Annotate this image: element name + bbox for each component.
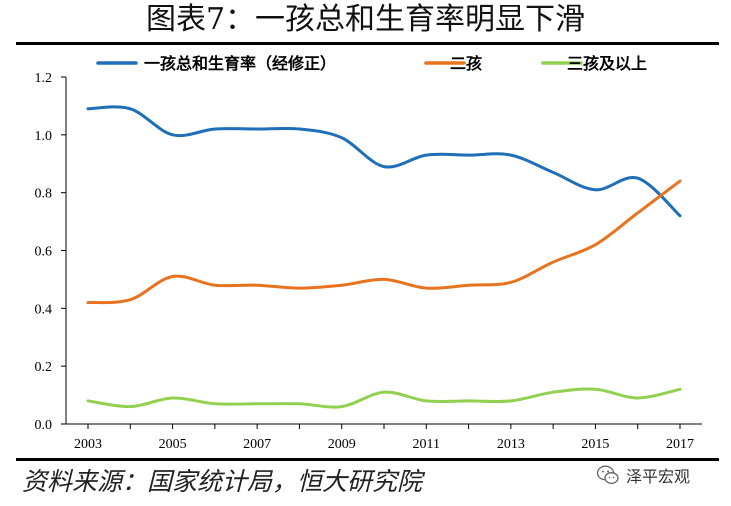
x-tick-label: 2011 [413, 437, 440, 452]
y-tick-label: 0.8 [35, 187, 53, 202]
y-tick-label: 1.2 [35, 71, 53, 86]
brand-badge: 泽平宏观 [596, 462, 690, 488]
legend-label: 二孩 [450, 54, 482, 73]
chart-title: 图表7：一孩总和生育率明显下滑 [145, 2, 586, 37]
title-divider [16, 42, 719, 45]
legend: 一孩总和生育率（经修正） 二孩 三孩及以上 [96, 54, 647, 73]
series-line-third-plus [86, 387, 682, 409]
x-tick-label: 2015 [581, 437, 609, 452]
legend-label: 三孩及以上 [567, 54, 647, 73]
x-tick-label: 2009 [328, 437, 356, 452]
x-tick-label: 2007 [243, 437, 271, 452]
x-tick-label: 2013 [497, 437, 525, 452]
y-tick-label: 0.6 [35, 245, 53, 260]
y-tick-label: 1.0 [35, 129, 53, 144]
x-tick-label: 2017 [666, 437, 694, 452]
legend-label: 一孩总和生育率（经修正） [144, 54, 336, 73]
y-tick-label: 0.0 [35, 418, 53, 433]
footer-divider [16, 458, 719, 461]
series-line-second-child [86, 179, 682, 305]
source-note: 资料来源：国家统计局，恒大研究院 [22, 467, 423, 496]
x-tick-label: 2005 [159, 437, 187, 452]
axes: 0.0 0.2 0.4 0.6 0.8 1.0 1.2 2003 2005 2007 2009 201… [35, 71, 702, 452]
series-lines [86, 105, 682, 409]
y-tick-label: 0.4 [35, 302, 53, 317]
x-tick-label: 2003 [74, 437, 102, 452]
wechat-icon [596, 465, 619, 484]
brand-name: 泽平宏观 [626, 467, 691, 486]
y-tick-label: 0.2 [35, 360, 53, 375]
series-line-first-child [86, 105, 682, 218]
